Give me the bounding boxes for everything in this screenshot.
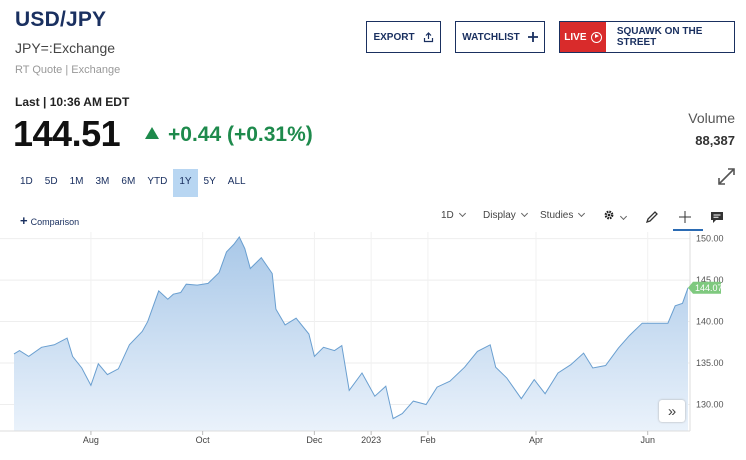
x-tick-label: 2023: [361, 435, 381, 445]
chevron-down-icon: [619, 212, 628, 221]
last-price-badge-label: 144.07: [695, 283, 723, 293]
range-selector: 1D 5D 1M 3M 6M YTD 1Y 5Y ALL: [14, 169, 252, 197]
price-area: [14, 237, 688, 431]
range-5y[interactable]: 5Y: [203, 176, 216, 187]
squawk-button[interactable]: LIVE SQUAWK ON THE STREET: [559, 21, 735, 53]
studies-label: Studies: [540, 210, 574, 221]
settings-dropdown[interactable]: [603, 209, 628, 224]
range-6m[interactable]: 6M: [121, 176, 136, 187]
ticker-symbol: USD/JPY: [15, 8, 107, 31]
plus-icon: [527, 32, 538, 42]
gear-icon: [604, 210, 614, 220]
exchange-label: JPY=:Exchange: [15, 40, 116, 56]
x-tick-label: Dec: [306, 435, 323, 445]
y-tick-label: 140.00: [696, 317, 724, 327]
x-tick-label: Apr: [529, 435, 543, 445]
chevron-down-icon: [520, 209, 528, 218]
display-dropdown[interactable]: Display: [483, 209, 528, 221]
price-change-value: +0.44 (+0.31%): [168, 123, 313, 146]
x-tick-label: Feb: [420, 435, 436, 445]
up-arrow-icon: [145, 127, 159, 139]
chevron-down-icon: [578, 209, 586, 218]
live-label: LIVE: [564, 31, 587, 43]
range-ytd[interactable]: YTD: [147, 176, 168, 187]
studies-dropdown[interactable]: Studies: [540, 209, 586, 221]
range-3m[interactable]: 3M: [95, 176, 110, 187]
comparison-button[interactable]: + Comparison: [20, 213, 79, 228]
range-1m[interactable]: 1M: [69, 176, 84, 187]
display-label: Display: [483, 210, 516, 221]
export-label: EXPORT: [373, 31, 415, 43]
chat-icon[interactable]: [708, 208, 726, 226]
watchlist-label: WATCHLIST: [462, 31, 520, 43]
price-change: +0.44 (+0.31%): [145, 123, 313, 147]
y-tick-label: 135.00: [696, 358, 724, 368]
active-tool-indicator: [673, 229, 703, 231]
volume-label: Volume: [688, 110, 735, 126]
interval-label: 1D: [441, 210, 454, 221]
y-tick-label: 145.00: [696, 275, 724, 285]
pencil-icon[interactable]: [643, 208, 661, 226]
price-line: [13, 236, 689, 420]
x-tick-label: Oct: [196, 435, 211, 445]
x-tick-label: Aug: [83, 435, 99, 445]
range-1y[interactable]: 1Y: [173, 169, 198, 197]
last-updated-label: Last | 10:36 AM EDT: [15, 95, 130, 109]
scroll-forward-button[interactable]: »: [659, 400, 685, 422]
last-price: 144.51: [13, 113, 121, 154]
squawk-label: SQUAWK ON THE STREET: [616, 26, 703, 48]
chevron-down-icon: [458, 209, 466, 218]
range-all[interactable]: ALL: [227, 176, 246, 187]
plus-icon: +: [20, 213, 28, 228]
play-icon: [590, 31, 602, 43]
volume-value: 88,387: [695, 133, 735, 148]
crosshair-icon[interactable]: [676, 208, 694, 226]
y-tick-label: 130.00: [696, 399, 724, 409]
y-tick-label: 150.00: [696, 234, 724, 244]
range-5d[interactable]: 5D: [44, 176, 58, 187]
last-price-badge: [688, 281, 721, 294]
export-button[interactable]: EXPORT: [366, 21, 441, 53]
live-badge: LIVE: [560, 22, 606, 52]
double-chevron-right-icon: »: [667, 402, 677, 420]
watchlist-button[interactable]: WATCHLIST: [455, 21, 545, 53]
range-1d[interactable]: 1D: [20, 176, 33, 187]
comparison-label: Comparison: [30, 217, 80, 227]
expand-icon[interactable]: [717, 167, 736, 186]
interval-dropdown[interactable]: 1D: [441, 209, 466, 221]
share-icon: [423, 31, 433, 42]
price-chart[interactable]: Aug Oct Dec 2023 Feb Apr Jun 130.00 135.00 140.0…: [0, 232, 746, 460]
x-tick-label: Jun: [640, 435, 655, 445]
quote-source-label: RT Quote | Exchange: [15, 64, 121, 76]
